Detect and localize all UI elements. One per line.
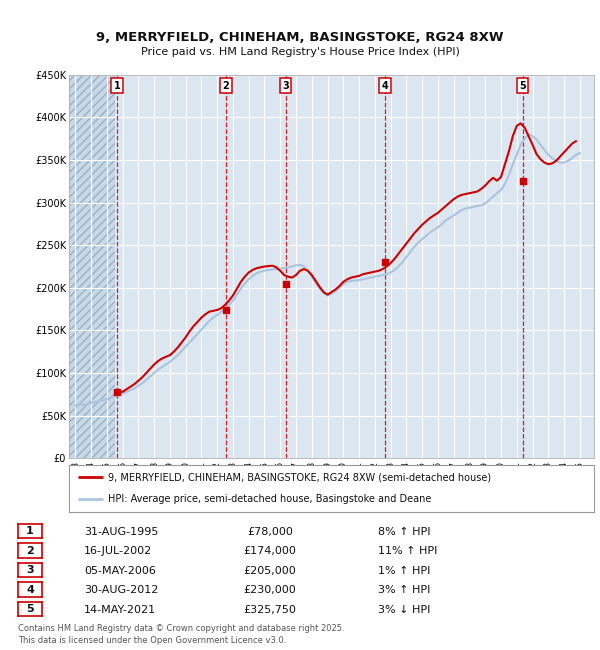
Text: £230,000: £230,000 <box>244 585 296 595</box>
Text: 8% ↑ HPI: 8% ↑ HPI <box>378 526 431 537</box>
Text: Price paid vs. HM Land Registry's House Price Index (HPI): Price paid vs. HM Land Registry's House … <box>140 47 460 57</box>
Text: 3% ↑ HPI: 3% ↑ HPI <box>378 585 430 595</box>
Text: 14-MAY-2021: 14-MAY-2021 <box>84 604 156 615</box>
Text: 1: 1 <box>26 526 34 536</box>
Text: 3% ↓ HPI: 3% ↓ HPI <box>378 604 430 615</box>
Text: 9, MERRYFIELD, CHINEHAM, BASINGSTOKE, RG24 8XW: 9, MERRYFIELD, CHINEHAM, BASINGSTOKE, RG… <box>96 31 504 44</box>
Text: 11% ↑ HPI: 11% ↑ HPI <box>378 546 437 556</box>
Text: 3: 3 <box>26 565 34 575</box>
Text: 9, MERRYFIELD, CHINEHAM, BASINGSTOKE, RG24 8XW (semi-detached house): 9, MERRYFIELD, CHINEHAM, BASINGSTOKE, RG… <box>109 473 491 482</box>
Text: 4: 4 <box>382 81 389 90</box>
Text: £325,750: £325,750 <box>244 604 296 615</box>
Text: 1% ↑ HPI: 1% ↑ HPI <box>378 566 430 576</box>
Text: Contains HM Land Registry data © Crown copyright and database right 2025.
This d: Contains HM Land Registry data © Crown c… <box>18 624 344 645</box>
Text: HPI: Average price, semi-detached house, Basingstoke and Deane: HPI: Average price, semi-detached house,… <box>109 494 432 504</box>
Text: 2: 2 <box>223 81 229 90</box>
Bar <box>69 75 115 458</box>
Text: 5: 5 <box>26 604 34 614</box>
Text: £174,000: £174,000 <box>244 546 296 556</box>
Text: 31-AUG-1995: 31-AUG-1995 <box>84 526 158 537</box>
Text: 3: 3 <box>282 81 289 90</box>
Text: £78,000: £78,000 <box>247 526 293 537</box>
Text: 5: 5 <box>519 81 526 90</box>
Text: 2: 2 <box>26 545 34 556</box>
Text: 05-MAY-2006: 05-MAY-2006 <box>84 566 156 576</box>
Text: 30-AUG-2012: 30-AUG-2012 <box>84 585 158 595</box>
Text: 4: 4 <box>26 584 34 595</box>
Text: £205,000: £205,000 <box>244 566 296 576</box>
Text: 16-JUL-2002: 16-JUL-2002 <box>84 546 152 556</box>
Text: 1: 1 <box>114 81 121 90</box>
